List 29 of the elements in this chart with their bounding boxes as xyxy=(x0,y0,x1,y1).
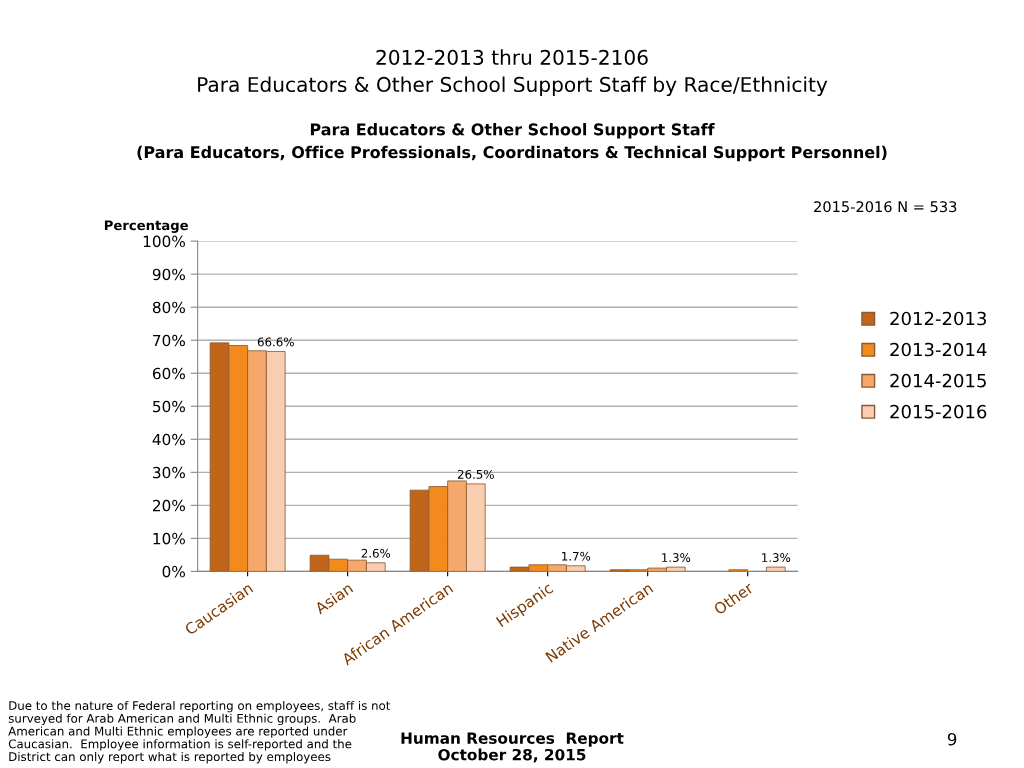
text: 2015-2016 N = 533 xyxy=(814,201,957,213)
y-tick-label: 60% xyxy=(152,367,185,380)
legend-label: 2013-2014 xyxy=(890,342,987,357)
data-label: 66.6% xyxy=(257,337,294,347)
data-label: 1.7% xyxy=(562,551,591,561)
chart-subtitle: Para Educators & Other School Support Staff (Para Educators, Office Professionals, Coordinators & Technical Support Personnel) xyxy=(137,123,887,162)
data-label: 2.6% xyxy=(361,548,391,558)
y-tick-label: 90% xyxy=(152,268,185,281)
data-label: 1.3% xyxy=(662,553,691,563)
y-tick-label: 70% xyxy=(153,334,185,347)
text: Human Resources Report October 28, 2015 xyxy=(401,732,624,763)
y-tick-label: 100% xyxy=(143,235,185,248)
y-tick-label: 50% xyxy=(153,400,185,413)
legend-label: 2015-2016 xyxy=(890,404,987,419)
y-tick-label: 40% xyxy=(152,433,185,446)
y-tick-label: 20% xyxy=(152,499,185,512)
y-tick-label: 0% xyxy=(162,565,185,578)
data-label: 26.5% xyxy=(457,469,494,479)
chart-title: 2012-2013 thru 2015-2106 Para Educators & Other School Support Staff by Race/Ethnicity xyxy=(198,49,828,96)
y-tick-label: 80% xyxy=(152,301,185,314)
text: Due to the nature of Federal reporting on employees, staff is not surveyed for Arab American and Multi Ethnic groups. Arab American and Multi Ethnic employees are reported under Caucasian. Employee information is self-reported and the District can only report what is reported by employees xyxy=(8,700,391,764)
y-axis-title: Percentage xyxy=(104,220,188,233)
y-tick-label: 10% xyxy=(153,532,185,545)
legend-label: 2012-2013 xyxy=(890,311,986,326)
data-label: 1.3% xyxy=(762,553,791,563)
text: 9 xyxy=(947,732,957,746)
y-tick-label: 30% xyxy=(153,466,185,479)
legend-label: 2014-2015 xyxy=(890,373,986,388)
bar xyxy=(766,566,786,572)
